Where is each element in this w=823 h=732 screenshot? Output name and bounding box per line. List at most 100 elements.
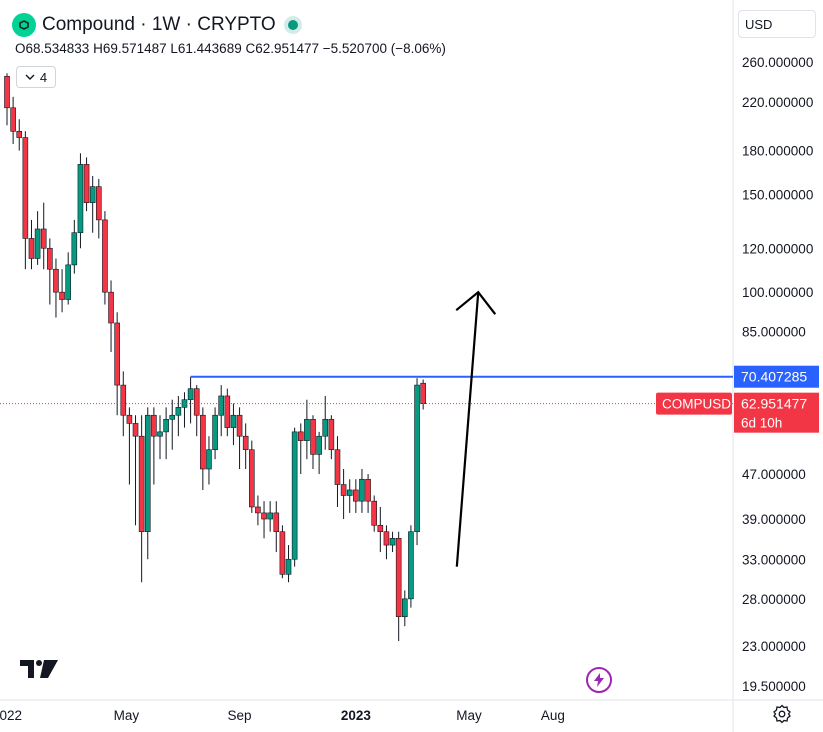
candle-body[interactable] [414,384,420,533]
resistance-price-tag [734,365,819,388]
x-tick-label: Aug [541,708,565,723]
candle-body[interactable] [138,435,145,533]
candle-body[interactable] [212,414,218,451]
x-tick-label: May [456,708,482,723]
candle-body[interactable] [359,478,365,502]
x-tick-label: Sep [228,708,252,723]
candle-body[interactable] [224,395,231,428]
candle-body[interactable] [236,414,243,437]
y-tick-label: 19.500000 [742,679,806,694]
candle-body[interactable] [328,418,335,451]
candle-body[interactable] [395,538,402,617]
candle-body[interactable] [120,384,127,416]
candle-body[interactable] [34,228,41,259]
y-tick-label: 220.000000 [742,95,813,110]
candle-body[interactable] [22,137,29,239]
candle-body[interactable] [102,219,108,293]
x-tick-label: 2023 [341,708,372,723]
candle-body[interactable] [47,247,53,270]
y-tick-label: 100.000000 [742,285,813,300]
lightning-icon[interactable] [586,667,612,693]
candle-body[interactable] [200,414,206,470]
candle-body[interactable] [230,414,237,428]
candle-body[interactable] [218,395,224,416]
candle-body[interactable] [353,489,359,502]
candle-body[interactable] [187,388,194,400]
y-tick-label: 180.000000 [742,144,813,159]
candle-body[interactable] [114,322,120,386]
candle-body[interactable] [83,164,90,203]
candle-body[interactable] [242,435,249,451]
candle-body[interactable] [408,531,414,600]
candle-body[interactable] [53,268,59,293]
candle-body[interactable] [420,382,426,404]
chart-header: Compound · 1W · CRYPTO [12,13,298,37]
candle-body[interactable] [40,228,47,249]
candle-body[interactable] [249,449,255,508]
candle-body[interactable] [279,531,286,575]
candle-body[interactable] [108,291,114,324]
y-tick-label: 33.000000 [742,552,806,567]
candle-body[interactable] [334,449,341,485]
candle-body[interactable] [304,418,310,441]
candle-body[interactable] [28,238,35,259]
candle-body[interactable] [169,414,176,420]
candle-body[interactable] [16,131,23,138]
candle-body[interactable] [267,512,273,520]
candle-body[interactable] [59,291,65,300]
candle-body[interactable] [96,186,102,221]
candle-body[interactable] [163,418,169,433]
candle-body[interactable] [175,407,182,416]
candle-body[interactable] [273,512,280,533]
candle-body[interactable] [346,489,353,496]
last-price-tag [734,392,819,433]
candle-body[interactable] [151,414,157,437]
indicators-count: 4 [39,69,48,85]
candle-body[interactable] [255,506,261,514]
candle-body[interactable] [77,164,84,234]
candle-body[interactable] [157,431,163,437]
y-tick-label: 150.000000 [742,188,813,203]
x-tick-label: 2022 [0,708,22,723]
candle-body[interactable] [383,531,390,546]
symbol-tag [656,392,732,415]
tradingview-logo[interactable] [20,660,58,683]
candle-body[interactable] [371,500,378,526]
candle-body[interactable] [291,431,298,560]
candle-body[interactable] [10,107,16,132]
compound-logo-icon [12,13,36,37]
candle-body[interactable] [285,558,292,575]
candle-body[interactable] [297,431,304,441]
candle-body[interactable] [377,524,384,533]
candle-body[interactable] [126,414,133,424]
ohlc-readout: O68.534833 H69.571487 L61.443689 C62.951… [15,41,446,56]
candle-body[interactable] [89,186,96,203]
candle-body[interactable] [132,423,139,437]
chevron-down-icon [25,74,35,80]
y-tick-label: 23.000000 [742,639,806,654]
candle-body[interactable] [316,435,322,455]
candle-body[interactable] [389,538,396,546]
resistance-price-label: 70.407285 [741,369,807,385]
y-tick-label: 47.000000 [742,467,806,482]
indicators-toggle-button[interactable]: 4 [16,66,56,88]
candle-body[interactable] [261,512,267,520]
y-tick-label: 260.000000 [742,55,813,70]
market-status-dot [287,20,298,30]
currency-selector[interactable]: USD [738,10,816,38]
candle-body[interactable] [310,418,316,455]
candle-body[interactable] [65,264,71,300]
candle-body[interactable] [365,478,371,502]
candle-body[interactable] [4,76,10,109]
candle-body[interactable] [401,598,408,617]
candle-body[interactable] [144,414,151,533]
settings-gear-icon[interactable] [772,704,792,724]
symbol-title[interactable]: Compound · 1W · CRYPTO [42,14,276,35]
projection-arrow-line[interactable] [455,292,480,567]
candle-body[interactable] [322,418,329,437]
candle-body[interactable] [206,449,212,470]
candle-body[interactable] [71,232,78,266]
candle-body[interactable] [340,484,347,496]
candle-body[interactable] [193,388,200,416]
